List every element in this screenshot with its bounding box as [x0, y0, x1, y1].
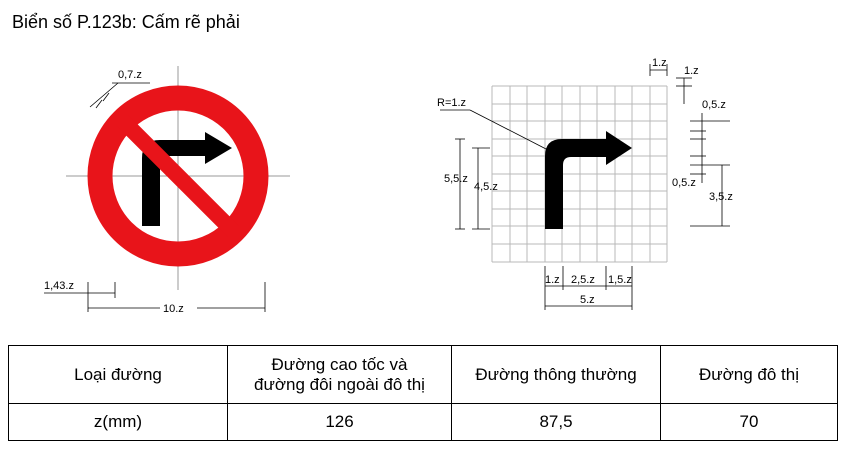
table-cell: 87,5	[451, 403, 661, 441]
grid-arrow-icon	[545, 131, 632, 229]
table-header-row: Loại đường Đường cao tốc và đường đôi ng…	[8, 345, 838, 404]
dim-stem-height: 4,5.z	[474, 181, 498, 193]
table-cell: 70	[660, 403, 838, 441]
dim-total-height: 5,5.z	[444, 173, 468, 185]
table-header-cell: Loại đường	[8, 345, 228, 404]
dim-stem-width: 1.z	[545, 274, 560, 286]
table-header-cell: Đường đô thị	[660, 345, 838, 404]
table-row: z(mm) 126 87,5 70	[8, 403, 838, 441]
dim-head-height: 3,5.z	[709, 191, 733, 203]
sign-drawing: 0,7.z 1,43.z 10.z	[44, 57, 733, 315]
dim-radius: R=1.z	[437, 97, 466, 109]
page-title: Biển số P.123b: Cấm rẽ phải	[12, 12, 240, 32]
sign-illustration: 0,7.z 1,43.z 10.z	[44, 66, 290, 315]
dim-head-length: 1,5.z	[608, 274, 632, 286]
dim-head-offset-top: 0,5.z	[702, 99, 726, 111]
table-cell: 126	[227, 403, 452, 441]
dim-shaft-length: 2,5.z	[571, 274, 595, 286]
table-cell: z(mm)	[8, 403, 228, 441]
red-ring	[87, 85, 269, 267]
size-table: Loại đường Đường cao tốc và đường đôi ng…	[8, 345, 838, 441]
dim-ring-width: 0,7.z	[118, 69, 142, 81]
dim-total-width: 5.z	[580, 294, 595, 306]
dim-cell-right: 1.z	[684, 65, 699, 77]
dim-head-offset-bottom: 0,5.z	[672, 177, 696, 189]
table-header-cell: Đường thông thường	[451, 345, 661, 404]
dim-cell-top: 1.z	[652, 57, 667, 69]
table-header-cell: Đường cao tốc và đường đôi ngoài đô thị	[227, 345, 452, 404]
dim-radius-group: R=1.z	[437, 97, 549, 151]
prohibition-bar	[117, 115, 239, 237]
construction-grid	[491, 85, 668, 263]
dim-diameter: 10.z	[163, 303, 184, 315]
dim-bar-offset: 1,43.z	[44, 280, 74, 292]
